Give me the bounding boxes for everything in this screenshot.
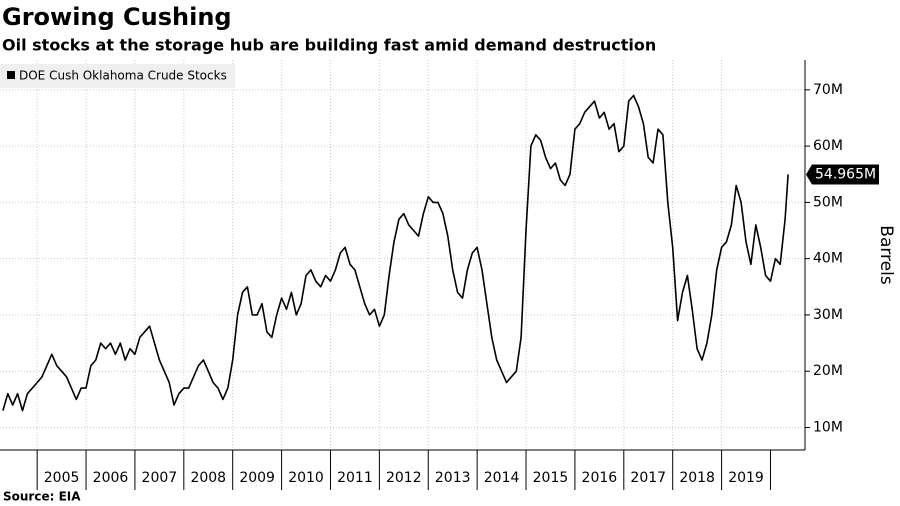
- x-tick-label: 2016: [582, 470, 618, 486]
- y-tick-label: 30M: [813, 307, 843, 323]
- x-tick-label: 2006: [93, 470, 129, 486]
- x-tick-label: 2014: [484, 470, 520, 486]
- x-tick-label: 2018: [679, 470, 715, 486]
- x-tick-label: 2017: [630, 470, 666, 486]
- x-tick-label: 2007: [142, 470, 178, 486]
- x-tick-label: 2013: [435, 470, 471, 486]
- x-tick-label: 2005: [44, 470, 80, 486]
- y-tick-label: 10M: [813, 419, 843, 435]
- y-tick-label: 40M: [813, 251, 843, 267]
- source: Source: EIA: [3, 490, 81, 504]
- x-tick-label: 2010: [288, 470, 324, 486]
- legend-label: DOE Cush Oklahoma Crude Stocks: [19, 69, 227, 83]
- legend-swatch: [7, 71, 15, 79]
- chart-title: Growing Cushing: [2, 3, 232, 31]
- data-line: [2, 94, 789, 412]
- x-tick-label: 2012: [386, 470, 422, 486]
- y-tick-label: 50M: [813, 194, 843, 210]
- y-axis-label: Barrels: [876, 225, 896, 285]
- chart-subtitle: Oil stocks at the storage hub are buildi…: [2, 36, 656, 55]
- x-tick-label: 2011: [337, 470, 373, 486]
- y-tick-label: 60M: [813, 138, 843, 154]
- y-tick-label: 70M: [813, 82, 843, 98]
- x-tick-label: 2019: [728, 470, 764, 486]
- x-tick-label: 2008: [190, 470, 226, 486]
- annotation-box: [806, 164, 879, 185]
- y-tick-label: 20M: [813, 363, 843, 379]
- legend-box: [0, 64, 235, 88]
- x-tick-label: 2009: [239, 470, 275, 486]
- annotation-label: 54.965M: [815, 166, 876, 182]
- x-tick-label: 2015: [533, 470, 569, 486]
